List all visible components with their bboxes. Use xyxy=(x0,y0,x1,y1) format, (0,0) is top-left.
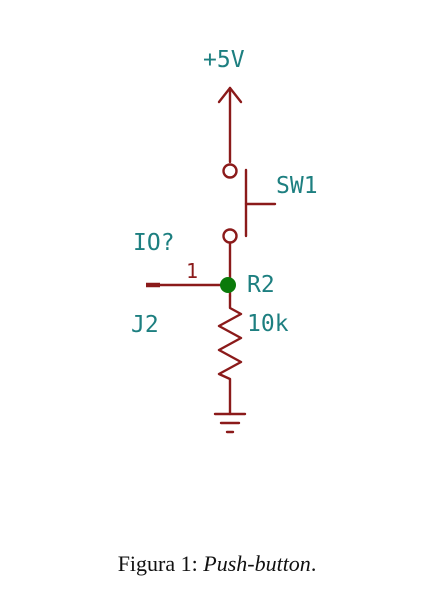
junction-dot xyxy=(220,277,236,293)
figure-caption: Figura 1: Push-button. xyxy=(0,551,434,577)
resistor-ref-label: R2 xyxy=(247,272,275,298)
connector-pin-number: 1 xyxy=(186,259,198,283)
switch-ref-label: SW1 xyxy=(276,173,318,199)
power-symbol-5v xyxy=(217,86,243,164)
switch-sw1 xyxy=(222,163,277,244)
connector-value-label: IO? xyxy=(133,230,175,256)
resistor-value-label: 10k xyxy=(247,311,289,337)
power-label: +5V xyxy=(203,47,245,73)
caption-emphasis: Push-button xyxy=(203,551,311,576)
resistor-r2 xyxy=(217,294,243,416)
caption-prefix: Figura 1: xyxy=(117,551,204,576)
caption-suffix: . xyxy=(310,551,317,576)
connector-ref-label: J2 xyxy=(131,312,159,338)
push-button-schematic: +5V SW1 IO? 1 J2 R2 10k xyxy=(131,47,318,434)
ground-symbol xyxy=(213,412,247,434)
